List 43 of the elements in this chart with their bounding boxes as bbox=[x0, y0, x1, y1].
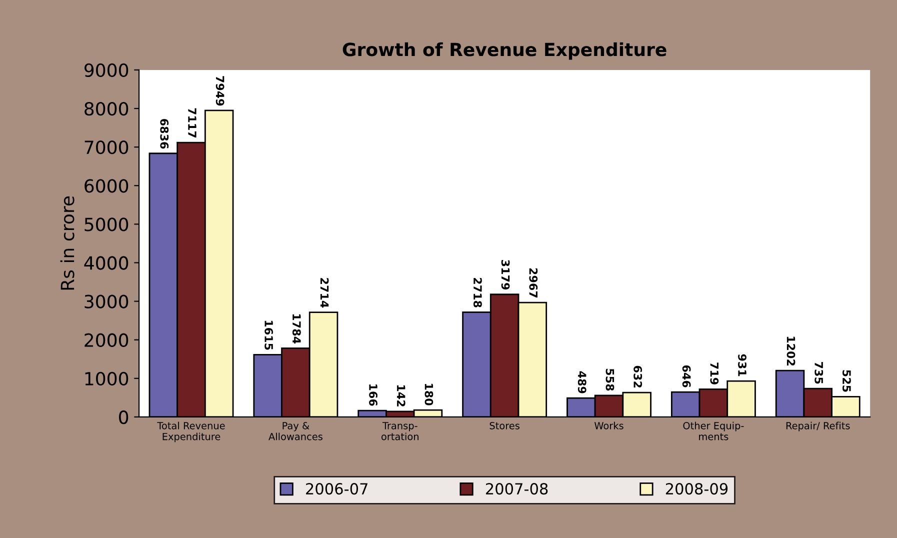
x-tick-label: Total Revenue Expenditure bbox=[157, 422, 225, 442]
data-label: 2718 bbox=[473, 278, 482, 308]
y-tick-label: 2000 bbox=[84, 333, 128, 347]
data-label: 1202 bbox=[786, 336, 796, 366]
data-label: 931 bbox=[738, 354, 746, 376]
x-tick-label: Repair/ Refits bbox=[786, 422, 850, 432]
y-tick-label: 3000 bbox=[84, 294, 128, 308]
data-label: 558 bbox=[606, 368, 614, 391]
legend-label: 2007-08 bbox=[486, 483, 548, 495]
data-label: 7949 bbox=[216, 76, 224, 106]
x-tick-label: Transp- ortation bbox=[381, 422, 418, 440]
y-tick-label: 6000 bbox=[84, 179, 128, 193]
y-tick-label: 9000 bbox=[84, 63, 128, 78]
legend-label: 2006-07 bbox=[306, 483, 368, 495]
data-label: 3179 bbox=[501, 260, 510, 290]
x-tick-label: Stores bbox=[490, 422, 520, 430]
data-label: 142 bbox=[397, 385, 406, 406]
legend-label: 2008-09 bbox=[666, 483, 728, 495]
data-label: 180 bbox=[424, 384, 434, 406]
data-label: 1784 bbox=[292, 314, 301, 344]
data-label: 646 bbox=[682, 365, 691, 388]
y-tick-label: 8000 bbox=[84, 102, 128, 116]
data-label: 489 bbox=[578, 371, 586, 394]
x-tick-label: Other Equip- ments bbox=[683, 422, 744, 440]
data-label: 735 bbox=[814, 362, 824, 384]
chart-title: Growth of Revenue Expenditure bbox=[342, 42, 666, 60]
data-label: 166 bbox=[369, 384, 378, 406]
data-label: 6836 bbox=[160, 118, 169, 149]
y-tick-label: 0 bbox=[119, 410, 128, 424]
data-label: 525 bbox=[842, 370, 851, 392]
data-label: 7117 bbox=[188, 108, 196, 138]
y-tick-label: 7000 bbox=[84, 140, 128, 154]
data-label: 719 bbox=[710, 362, 719, 384]
x-tick-label: Pay & Allowances bbox=[268, 422, 322, 440]
data-label: 1615 bbox=[264, 320, 274, 350]
data-label: 2714 bbox=[320, 278, 329, 308]
x-tick-label: Works bbox=[594, 422, 624, 430]
y-axis-title: Rs in crore bbox=[60, 196, 74, 290]
y-tick-label: 4000 bbox=[84, 256, 128, 270]
data-label: 632 bbox=[634, 366, 642, 388]
data-label: 2967 bbox=[529, 268, 538, 298]
y-tick-label: 5000 bbox=[84, 218, 128, 232]
y-tick-label: 1000 bbox=[85, 372, 128, 386]
